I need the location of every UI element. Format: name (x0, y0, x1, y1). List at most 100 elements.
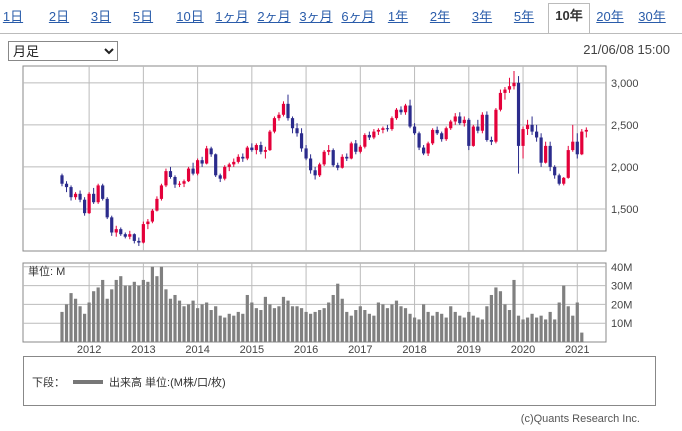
volume-bar (417, 319, 421, 342)
candle-body (385, 128, 390, 130)
volume-bar (182, 306, 186, 342)
candle-body (105, 198, 109, 218)
volume-bar (476, 317, 480, 342)
volume-bar (146, 281, 150, 342)
candle-body (458, 116, 462, 124)
candle-body (155, 198, 159, 211)
volume-bar (318, 310, 322, 342)
volume-bar (200, 304, 204, 342)
candle-body (83, 199, 87, 214)
candle-body (390, 118, 394, 130)
candle-body (340, 156, 344, 168)
candle-body (123, 234, 127, 237)
candle-body (119, 229, 123, 235)
volume-bar (385, 308, 390, 342)
candle-body (431, 129, 435, 144)
tab-11[interactable]: 3年 (471, 9, 493, 24)
tab-8[interactable]: 6ヶ月 (341, 9, 375, 24)
volume-bar (268, 304, 272, 342)
candle-body (182, 181, 186, 184)
candle-body (544, 145, 548, 163)
tab-13[interactable]: 10年 (548, 3, 590, 34)
candle-body (530, 124, 534, 132)
candle-body (268, 131, 272, 151)
candle-body (345, 156, 349, 159)
volume-bar (92, 291, 96, 342)
candle-body (476, 126, 480, 131)
candle-body (150, 210, 154, 222)
tab-3[interactable]: 5日 (132, 9, 154, 24)
candle-body (354, 143, 358, 152)
tab-5[interactable]: 1ヶ月 (215, 9, 249, 24)
tab-2[interactable]: 3日 (90, 9, 112, 24)
volume-bar (571, 315, 575, 342)
candle-body (272, 118, 277, 132)
price-y-tick-label: 1,500 (611, 204, 639, 216)
candle-body (516, 82, 521, 146)
volume-bar (494, 287, 498, 342)
candle-body (218, 175, 222, 179)
candle-body (507, 86, 512, 90)
candle-body (128, 234, 132, 237)
candle-body (562, 177, 566, 184)
tab-7[interactable]: 3ヶ月 (299, 9, 333, 24)
candle-body (101, 185, 105, 199)
volume-bar (232, 315, 236, 342)
tab-12[interactable]: 5年 (513, 9, 535, 24)
candle-body (60, 175, 64, 184)
volume-bar (73, 298, 78, 342)
candle-body (435, 129, 439, 134)
volume-bar (521, 319, 525, 342)
candle-body (525, 124, 530, 130)
period-tab-bar: 1日 2日 3日 5日 10日 1ヶ月 2ヶ月 3ヶ月 6ヶ月 1年 2年 3年 5年 10年 20年 30年 (0, 0, 682, 34)
tab-6[interactable]: 2ヶ月 (257, 9, 291, 24)
candle-body (96, 185, 100, 203)
chart-timestamp: 21/06/08 15:00 (583, 42, 670, 57)
candle-body (232, 161, 236, 165)
candle-body (277, 114, 281, 119)
candle-body (205, 148, 209, 164)
candle-body (584, 129, 588, 132)
tab-14[interactable]: 20年 (596, 9, 624, 24)
tab-divider (0, 33, 682, 34)
candle-body (281, 103, 286, 115)
candle-period-select[interactable]: 月足 (8, 41, 118, 61)
volume-bar (241, 313, 245, 342)
volume-y-tick-label: 40M (611, 262, 632, 274)
tab-0[interactable]: 1日 (2, 9, 24, 24)
volume-bar (304, 311, 308, 342)
volume-bar (101, 279, 105, 342)
volume-bar (245, 294, 249, 342)
tab-1[interactable]: 2日 (48, 9, 70, 24)
candle-body (186, 168, 191, 182)
volume-bar (159, 266, 164, 342)
price-chart-panel: 1,500 2,000 2,500 3,000 (22, 65, 639, 252)
x-tick-label: 2019 (457, 344, 481, 356)
price-y-tick-label: 2,000 (611, 162, 639, 174)
volume-bar (422, 304, 426, 342)
volume-bar (60, 311, 64, 342)
volume-bar (449, 306, 453, 342)
tab-15[interactable]: 30年 (638, 9, 666, 24)
candle-body (417, 133, 421, 148)
candle-body (286, 103, 290, 119)
tab-4[interactable]: 10日 (176, 9, 204, 24)
candle-body (394, 109, 399, 119)
candle-body (575, 141, 579, 155)
volume-bar (281, 296, 286, 342)
candle-body (494, 109, 498, 142)
candle-body (367, 134, 371, 138)
candle-body (245, 147, 249, 159)
volume-bar (132, 281, 136, 342)
tab-9[interactable]: 1年 (387, 9, 409, 24)
candle-body (87, 193, 91, 214)
volume-bar (105, 298, 109, 342)
candle-body (548, 145, 552, 167)
candle-body (196, 160, 200, 174)
legend-volume-label: 出来高 単位:(M株/口/枚) (109, 377, 226, 389)
candle-body (485, 114, 489, 140)
volume-bar (218, 315, 222, 342)
candle-body (259, 145, 263, 152)
tab-10[interactable]: 2年 (429, 9, 451, 24)
